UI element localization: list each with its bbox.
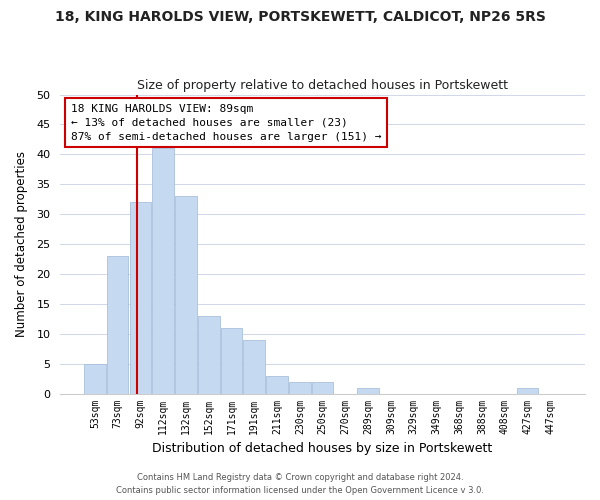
- Title: Size of property relative to detached houses in Portskewett: Size of property relative to detached ho…: [137, 79, 508, 92]
- Bar: [175, 196, 197, 394]
- X-axis label: Distribution of detached houses by size in Portskewett: Distribution of detached houses by size …: [152, 442, 493, 455]
- Text: 18, KING HAROLDS VIEW, PORTSKEWETT, CALDICOT, NP26 5RS: 18, KING HAROLDS VIEW, PORTSKEWETT, CALD…: [55, 10, 545, 24]
- Bar: [244, 340, 265, 394]
- Bar: [107, 256, 128, 394]
- Bar: [198, 316, 220, 394]
- Text: Contains HM Land Registry data © Crown copyright and database right 2024.
Contai: Contains HM Land Registry data © Crown c…: [116, 474, 484, 495]
- Bar: [517, 388, 538, 394]
- Bar: [312, 382, 334, 394]
- Bar: [358, 388, 379, 394]
- Text: 18 KING HAROLDS VIEW: 89sqm
← 13% of detached houses are smaller (23)
87% of sem: 18 KING HAROLDS VIEW: 89sqm ← 13% of det…: [71, 104, 381, 142]
- Bar: [152, 148, 174, 394]
- Bar: [130, 202, 151, 394]
- Bar: [289, 382, 311, 394]
- Bar: [84, 364, 106, 394]
- Y-axis label: Number of detached properties: Number of detached properties: [15, 151, 28, 337]
- Bar: [266, 376, 288, 394]
- Bar: [221, 328, 242, 394]
